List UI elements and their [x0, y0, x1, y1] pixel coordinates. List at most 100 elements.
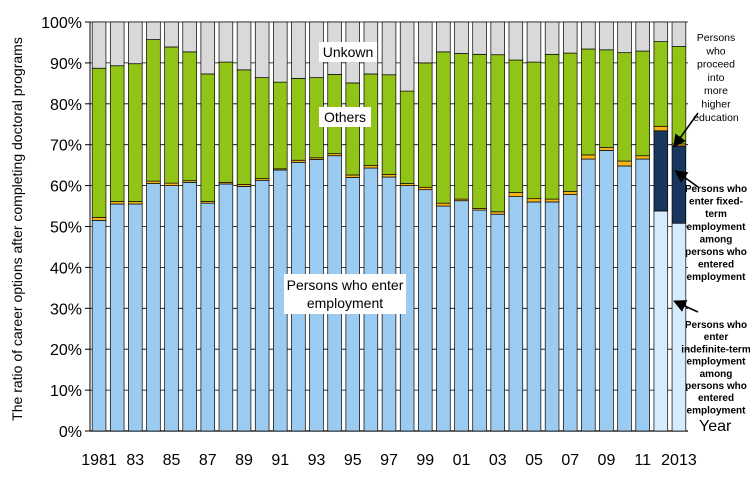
bar-segment-higher-2009 — [599, 147, 614, 151]
bar-segment-emp-2002 — [472, 209, 487, 432]
bar-segment-higher-1995 — [345, 174, 360, 178]
bar-segment-higher-1981 — [91, 217, 107, 221]
bar-segment-emp-2007 — [562, 194, 578, 432]
bar-segment-unknown-1981 — [91, 21, 107, 69]
side-indef-line: employment — [687, 357, 747, 368]
side-higher-line: proceed — [697, 59, 735, 71]
bar-segment-emp-2004 — [508, 196, 524, 432]
bar-segment-higher-1984 — [146, 180, 161, 184]
bar-segment-emp-1988 — [218, 183, 234, 432]
bar-segment-others-1992 — [291, 78, 306, 161]
bar-segment-unknown-2006 — [544, 21, 560, 55]
annotation-unknown: Unkown — [319, 42, 377, 62]
side-fixed-line: employment — [687, 272, 747, 283]
annotation-unknown-bg — [319, 42, 377, 62]
bar-segment-others-1983 — [128, 63, 143, 202]
x-tick-label: 11 — [634, 452, 651, 469]
bar-segment-unknown-1991 — [273, 21, 288, 83]
side-fixed-line: Persons who — [685, 184, 747, 195]
bar-segment-higher-2010 — [617, 160, 632, 167]
side-higher-line: education — [693, 112, 739, 124]
y-axis-label: The ratio of career options after comple… — [9, 37, 25, 421]
bar-segment-emp-1982 — [109, 203, 125, 432]
bar-segment-others-1999 — [418, 62, 433, 188]
x-tick-label: 97 — [380, 452, 398, 469]
y-tick-labels: 0% 10% 20% 30% 40% 50% 60% 70% 80% 90% 100% — [41, 15, 82, 441]
bar-segment-others-2011 — [635, 50, 650, 157]
bar-segment-others-2008 — [581, 48, 596, 156]
annotation-employment-line: employment — [307, 295, 383, 311]
bar-segment-others-1981 — [91, 67, 107, 218]
bar-segment-emp-1989 — [236, 186, 252, 432]
annotation-employment-bg — [284, 274, 406, 314]
bar-segment-emp-1986 — [182, 181, 197, 432]
bar-segment-emp-2011 — [635, 158, 650, 432]
bar-segment-higher-2008 — [581, 154, 596, 160]
bar-segment-others-1990 — [254, 77, 270, 179]
bar-segment-unknown-2007 — [562, 21, 578, 54]
bar-segment-emp-2000 — [436, 205, 451, 432]
side-fixed-line: entered — [698, 260, 734, 271]
bar-segment-emp-1990 — [254, 179, 270, 432]
side-higher-line: Persons — [697, 32, 736, 44]
bar-segment-unknown-1987 — [200, 21, 216, 75]
bar-segment-unknown-2013 — [671, 21, 687, 47]
bar-segment-others-2009 — [599, 49, 614, 148]
arrow-indefinite-term — [673, 300, 699, 313]
side-indef-line: persons who — [685, 381, 747, 392]
bar-segment-others-1991 — [273, 81, 288, 170]
bar-segment-emp-1981 — [91, 220, 107, 432]
y-tick-label: 40% — [50, 260, 82, 277]
bar-segment-fixed-2013 — [671, 145, 687, 224]
bar-segment-emp-1999 — [418, 189, 433, 432]
x-tick-label: 03 — [489, 452, 507, 469]
bar-segment-higher-2007 — [562, 190, 578, 195]
bar-segment-unknown-1983 — [128, 21, 143, 65]
bar-segment-higher-2006 — [544, 198, 560, 203]
bar-segment-emp-2009 — [599, 150, 614, 432]
y-tick-label: 90% — [50, 56, 82, 73]
bar-segment-unknown-2012 — [653, 21, 669, 42]
bar-segment-unknown-1997 — [381, 21, 397, 76]
side-fixed-line: among — [700, 234, 733, 245]
bar-segment-others-1997 — [381, 74, 397, 175]
y-tick-label: 0% — [59, 424, 82, 441]
bar-segment-higher-2003 — [490, 211, 505, 215]
x-tick-label: 85 — [163, 452, 181, 469]
x-tick-label: 99 — [416, 452, 434, 469]
x-tick-label: 87 — [199, 452, 217, 469]
arrow-fixed-term — [674, 170, 699, 188]
bar-segment-emp-1983 — [128, 203, 143, 432]
bar-segment-unknown-2011 — [635, 21, 650, 52]
bar-segment-emp-2003 — [490, 213, 505, 432]
y-tick-label: 100% — [41, 15, 82, 32]
bar-segment-others-2005 — [526, 61, 542, 200]
x-tick-label: 93 — [308, 452, 326, 469]
annotation-others-bg — [319, 107, 371, 127]
side-indef-line: entered — [698, 393, 734, 404]
bars — [91, 21, 687, 432]
side-higher-line: more — [704, 85, 728, 97]
bar-segment-others-1986 — [182, 51, 197, 182]
bar-segment-unknown-1984 — [146, 21, 161, 40]
bar-segment-higher-1999 — [418, 186, 433, 191]
bar-segment-emp-1985 — [164, 185, 179, 432]
side-fixed-line: enter fixed- — [689, 197, 743, 208]
bar-segment-emp-1987 — [200, 202, 216, 432]
side-indef-line: employment — [687, 405, 747, 416]
bar-segment-unknown-2000 — [436, 21, 451, 53]
annotation-employment-line: Persons who enter — [287, 277, 404, 293]
bar-segment-unknown-2001 — [454, 21, 469, 54]
annotation-employment: Persons who enter employment — [284, 274, 406, 314]
side-higher-line: who — [705, 45, 725, 57]
bar-segment-emp-2005 — [526, 201, 542, 432]
bar-segment-higher-2000 — [436, 202, 451, 207]
bar-segment-unknown-1988 — [218, 21, 234, 63]
x-tick-label: 05 — [525, 452, 543, 469]
bar-segment-others-2010 — [617, 52, 632, 162]
bar-segment-others-1985 — [164, 46, 179, 184]
bar-segment-unknown-1992 — [291, 21, 306, 79]
bar-segment-unknown-2003 — [490, 21, 505, 56]
bar-segment-others-2002 — [472, 53, 487, 209]
